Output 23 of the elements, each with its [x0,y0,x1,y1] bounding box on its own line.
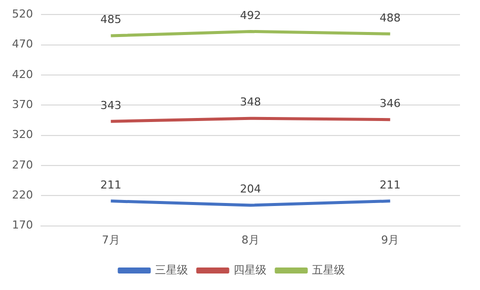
data-label: 348 [240,96,261,109]
legend-label: 四星级 [233,263,266,276]
data-label: 211 [100,178,122,192]
legend-label: 三星级 [154,263,188,276]
data-label: 211 [380,178,401,192]
x-tick-label: 9月 [381,233,400,246]
y-tick-label: 270 [12,158,33,172]
y-tick-label: 520 [12,7,33,20]
y-tick-label: 170 [12,218,33,232]
y-tick-label: 320 [12,128,33,142]
data-label: 492 [240,8,261,22]
x-tick-label: 7月 [102,233,120,246]
data-label: 485 [100,13,122,26]
y-tick-label: 220 [12,188,33,202]
y-tick-label: 470 [12,38,33,51]
data-label: 346 [380,96,401,110]
data-label: 343 [100,98,122,112]
x-tick-label: 8月 [242,233,260,246]
data-label: 204 [240,182,261,196]
y-tick-label: 370 [12,98,33,111]
legend-label: 五星级 [312,263,345,276]
data-label: 488 [380,11,401,24]
y-tick-label: 420 [12,68,33,81]
